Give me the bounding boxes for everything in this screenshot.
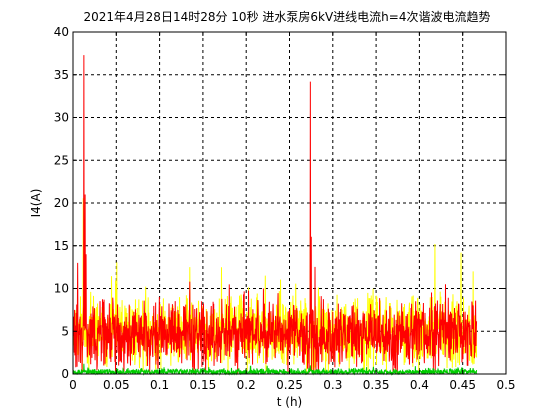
x-tick-label: 0.05 bbox=[103, 378, 130, 392]
x-tick-label: 0.35 bbox=[363, 378, 390, 392]
x-tick-label: 0.25 bbox=[276, 378, 303, 392]
y-tick-label: 10 bbox=[54, 282, 69, 296]
x-tick-label: 0.5 bbox=[496, 378, 515, 392]
y-tick-label: 40 bbox=[54, 25, 69, 39]
y-tick-label: 30 bbox=[54, 111, 69, 125]
y-tick-label: 0 bbox=[61, 367, 69, 381]
y-tick-label: 35 bbox=[54, 68, 69, 82]
axis-ticks: 0 0.05 0.1 0.15 0.2 0.25 0.3 0.35 0.4 0.45 0.5 0 5 10… bbox=[54, 25, 516, 392]
y-tick-label: 25 bbox=[54, 153, 69, 167]
series-layer bbox=[72, 55, 478, 376]
series-line-2 bbox=[72, 55, 478, 374]
y-tick-label: 5 bbox=[61, 324, 69, 338]
x-tick-label: 0.4 bbox=[410, 378, 429, 392]
x-tick-label: 0.3 bbox=[323, 378, 342, 392]
series-line-3 bbox=[72, 363, 478, 376]
x-axis-label: t (h) bbox=[277, 395, 303, 409]
y-axis-label: I4(A) bbox=[29, 189, 43, 218]
x-tick-label: 0.1 bbox=[150, 378, 169, 392]
x-tick-label: 0 bbox=[69, 378, 77, 392]
x-tick-label: 0.45 bbox=[449, 378, 476, 392]
x-tick-label: 0.15 bbox=[190, 378, 217, 392]
x-tick-label: 0.2 bbox=[237, 378, 256, 392]
chart-title: 2021年4月28日14时28分 10秒 进水泵房6kV进线电流h=4次谐波电流… bbox=[84, 9, 491, 24]
y-tick-label: 15 bbox=[54, 239, 69, 253]
y-tick-label: 20 bbox=[54, 196, 69, 210]
